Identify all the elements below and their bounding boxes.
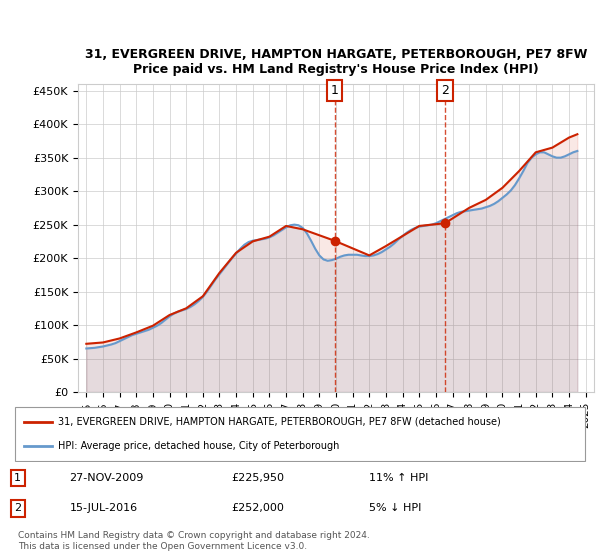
Text: 31, EVERGREEN DRIVE, HAMPTON HARGATE, PETERBOROUGH, PE7 8FW (detached house): 31, EVERGREEN DRIVE, HAMPTON HARGATE, PE… xyxy=(58,417,501,427)
Text: 27-NOV-2009: 27-NOV-2009 xyxy=(70,473,144,483)
Text: £252,000: £252,000 xyxy=(231,503,284,514)
Text: £225,950: £225,950 xyxy=(231,473,284,483)
Text: 2: 2 xyxy=(441,84,449,97)
Text: 11% ↑ HPI: 11% ↑ HPI xyxy=(369,473,428,483)
Text: 1: 1 xyxy=(14,473,21,483)
Text: 1: 1 xyxy=(331,84,338,97)
Text: HPI: Average price, detached house, City of Peterborough: HPI: Average price, detached house, City… xyxy=(58,441,340,451)
Text: 2: 2 xyxy=(14,503,22,514)
Text: 15-JUL-2016: 15-JUL-2016 xyxy=(70,503,138,514)
Title: 31, EVERGREEN DRIVE, HAMPTON HARGATE, PETERBOROUGH, PE7 8FW
Price paid vs. HM La: 31, EVERGREEN DRIVE, HAMPTON HARGATE, PE… xyxy=(85,48,587,76)
Text: Contains HM Land Registry data © Crown copyright and database right 2024.
This d: Contains HM Land Registry data © Crown c… xyxy=(18,531,370,551)
Text: 5% ↓ HPI: 5% ↓ HPI xyxy=(369,503,421,514)
FancyBboxPatch shape xyxy=(15,407,585,461)
